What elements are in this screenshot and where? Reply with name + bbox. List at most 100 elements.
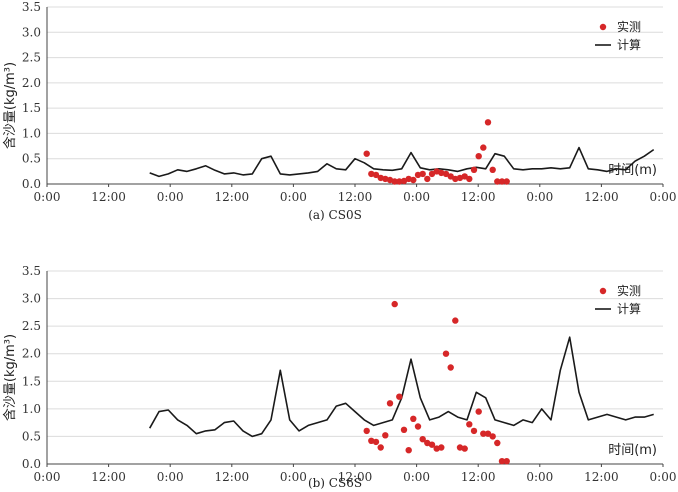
y-tick-label: 3.5 [22,0,41,14]
observed-point [470,166,478,173]
observed-point [396,393,403,400]
observed-point [480,144,487,151]
observed-point [428,441,436,448]
observed-point [494,439,501,447]
x-tick-label: 0:00 [34,470,61,484]
x-tick-label: 12:00 [91,190,126,204]
y-tick-label: 3.0 [22,292,41,306]
x-tick-label: 0:00 [526,190,553,204]
x-tick-label: 12:00 [338,190,373,204]
chart-panel-a: 0.0 0.5 1.0 1.5 2.0 2.5 3.0 3.5 0:00 12:00 0:00 12:… [2,0,676,222]
x-tick-label: 0:00 [650,190,677,204]
y-tick-label: 0.5 [22,429,41,443]
x-tick-label: 0:00 [280,470,307,484]
observed-point [452,317,459,324]
observed-point [498,178,506,185]
observed-point [503,178,510,185]
observed-point [442,170,450,178]
x-tick-label: 0:00 [403,190,430,204]
observed-point [484,119,492,126]
observed-point [419,436,426,443]
observed-point [475,153,482,160]
chart-panel-b: 0.0 0.5 1.0 1.5 2.0 2.5 3.0 3.5 0:00 12:00 0:00 12:… [2,264,676,490]
computed-series-line [149,146,655,178]
y-tick-label: 1.5 [22,101,41,115]
y-axis-label: 含沙量(kg/m³) [2,334,18,421]
legend-observed-label: 实测 [617,283,641,298]
x-tick-label: 12:00 [91,470,126,484]
legend-observed-marker [599,23,607,31]
observed-point [396,178,403,185]
x-axis-label: 时间(m) [608,163,657,178]
observed-point [424,175,431,183]
observed-point [470,427,478,435]
y-tick-label: 1.0 [22,126,41,140]
observed-point [489,433,496,440]
observed-point [391,178,398,185]
x-tick-label: 12:00 [461,470,496,484]
x-tick-label: 0:00 [526,470,553,484]
x-tick-label: 12:00 [215,470,250,484]
observed-point [466,175,473,183]
observed-point [447,364,454,371]
observed-point [386,400,394,407]
observed-point [410,176,417,184]
observed-point [363,427,370,435]
x-tick-label: 0:00 [34,190,61,204]
observed-point [382,432,389,439]
observed-point [400,426,408,433]
observed-point [489,166,496,173]
observed-point [391,300,398,308]
x-tick-label: 12:00 [584,470,619,484]
y-tick-label: 2.5 [22,319,41,333]
y-tick-label: 1.5 [22,374,41,388]
observed-point [498,458,506,465]
legend-observed-label: 实测 [617,19,641,34]
observed-point [428,170,436,178]
y-tick-label: 0.0 [22,177,41,191]
observed-point [484,430,492,437]
observed-point [503,458,510,465]
observed-point [494,178,501,185]
x-tick-label: 12:00 [338,470,373,484]
legend-observed-marker [599,287,607,295]
y-axis-label: 含沙量(kg/m³) [2,62,18,149]
observed-point [461,445,468,452]
observed-point [419,170,426,178]
observed-point [414,423,422,430]
observed-point [442,350,450,357]
y-tick-label: 3.0 [22,25,41,39]
x-tick-label: 0:00 [157,470,184,484]
x-tick-label: 12:00 [584,190,619,204]
y-tick-label: 0.5 [22,152,41,166]
observed-point [372,171,380,179]
computed-series-line [149,336,654,438]
observed-point [405,447,412,454]
observed-point [363,150,370,157]
observed-point [372,438,380,446]
x-tick-label: 12:00 [461,190,496,204]
observed-point [438,444,445,451]
x-tick-label: 0:00 [650,470,677,484]
y-tick-label: 3.5 [22,264,41,278]
x-tick-label: 0:00 [280,190,307,204]
x-tick-label: 0:00 [157,190,184,204]
x-axis-label: 时间(m) [608,443,657,458]
y-tick-label: 1.0 [22,402,41,416]
x-tick-label: 0:00 [403,470,430,484]
y-tick-label: 2.5 [22,51,41,65]
observed-point [410,415,417,422]
observed-point [466,421,473,428]
x-tick-label: 12:00 [215,190,250,204]
observed-point [480,430,487,437]
y-tick-label: 0.0 [22,457,41,471]
legend-computed-label: 计算 [617,301,641,316]
observed-point [475,408,482,415]
panel-caption: (a) CS0S [308,208,362,222]
y-tick-label: 2.0 [22,347,41,361]
panel-caption: (b) CS6S [308,476,362,490]
observed-point [377,444,384,451]
legend-computed-label: 计算 [617,37,641,52]
y-tick-label: 2.0 [22,76,41,90]
